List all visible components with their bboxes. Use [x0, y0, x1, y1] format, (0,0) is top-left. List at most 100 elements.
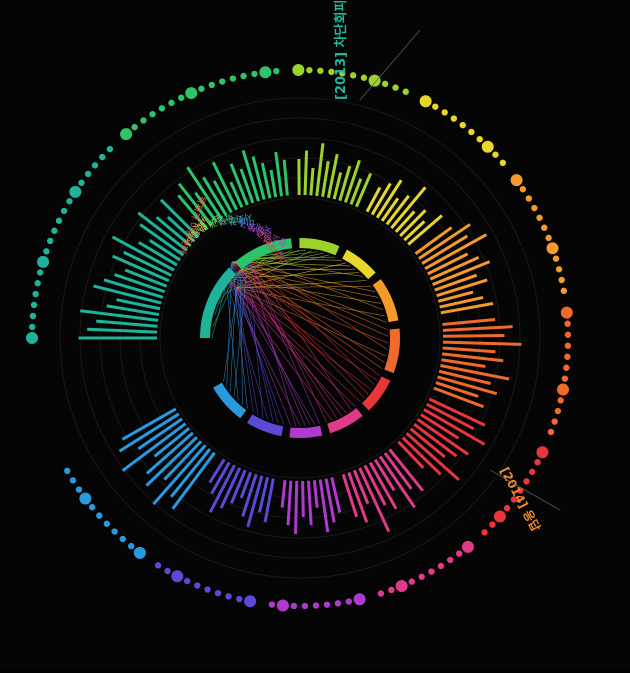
dot-teal-12	[61, 208, 67, 214]
dot-green-5	[168, 100, 174, 106]
annotation-leader-0	[360, 30, 420, 100]
bar-purple-7	[288, 481, 291, 525]
dot-blue-1	[128, 543, 134, 549]
dot-deep-orange-7	[557, 384, 569, 396]
dot-yellow-green-2	[317, 68, 323, 74]
link-21	[248, 258, 341, 260]
dot-teal-18	[99, 154, 105, 160]
ring-arc-deep-orange	[389, 329, 395, 371]
dot-red-1	[534, 459, 540, 465]
dot-blue-10	[64, 468, 70, 474]
dot-magenta-3	[438, 563, 444, 569]
dot-purple-5	[302, 603, 308, 609]
dot-green-9	[209, 82, 215, 88]
dot-teal-13	[66, 198, 72, 204]
dot-yellow-7	[482, 141, 494, 153]
dot-green-4	[159, 105, 165, 111]
bar-blue-0	[173, 453, 215, 509]
dot-red-3	[523, 478, 529, 484]
dot-orange-0	[511, 174, 523, 186]
dot-yellow-3	[451, 115, 457, 121]
dot-indigo-1	[236, 596, 242, 602]
annotation-1: [2014] 응답	[497, 464, 543, 533]
bar-blue-10	[122, 409, 175, 439]
dot-deep-orange-6	[562, 375, 568, 381]
dot-deep-orange-2	[565, 332, 571, 338]
dot-teal-11	[56, 218, 62, 224]
dot-magenta-5	[418, 574, 424, 580]
dot-yellow-1	[432, 103, 438, 109]
dot-magenta-8	[388, 587, 394, 593]
dot-purple-2	[335, 600, 341, 606]
dot-yellow-green-8	[382, 81, 388, 87]
dot-teal-1	[29, 324, 35, 330]
dot-deep-orange-4	[564, 354, 570, 360]
dot-blue-8	[76, 486, 82, 492]
bar-indigo-9	[210, 459, 225, 482]
dot-red-2	[529, 469, 535, 475]
dot-blue-5	[96, 512, 102, 518]
dot-red-7	[494, 510, 506, 522]
dot-purple-7	[277, 599, 289, 611]
dot-magenta-0	[462, 541, 474, 553]
dot-deep-orange-3	[565, 343, 571, 349]
dot-blue-9	[70, 477, 76, 483]
bar-yellow-green-1	[305, 151, 307, 195]
dot-green-7	[185, 87, 197, 99]
dot-deep-orange-11	[548, 429, 554, 435]
dot-blue-4	[104, 521, 110, 527]
bar-yellow-green-8	[345, 160, 359, 202]
bar-teal-2	[96, 321, 157, 326]
ring-arc-red	[365, 379, 386, 407]
dot-orange-11	[561, 288, 567, 294]
bar-magenta-2	[380, 456, 414, 507]
dot-blue-7	[79, 493, 91, 505]
dot-yellow-9	[500, 160, 506, 166]
dot-red-8	[489, 521, 495, 527]
dot-green-6	[178, 95, 184, 101]
dot-yellow-green-0	[292, 64, 304, 76]
dot-deep-orange-8	[557, 397, 563, 403]
dot-blue-6	[89, 504, 95, 510]
dot-teal-7	[37, 256, 49, 268]
dot-orange-4	[536, 215, 542, 221]
dot-blue-3	[111, 528, 117, 534]
dot-red-0	[536, 446, 548, 458]
bar-deep-orange-2	[443, 335, 504, 336]
dot-magenta-1	[456, 550, 462, 556]
chord-links	[212, 250, 388, 426]
bar-yellow-green-3	[317, 143, 323, 196]
bar-indigo-2	[248, 476, 262, 527]
bar-yellow-green-2	[311, 168, 313, 195]
dot-orange-1	[520, 186, 526, 192]
dot-teal-5	[34, 280, 40, 286]
dot-indigo-5	[194, 582, 200, 588]
link-24	[240, 269, 355, 270]
bar-magenta-0	[390, 449, 423, 490]
dot-teal-19	[107, 146, 113, 152]
dot-deep-orange-5	[563, 365, 569, 371]
dot-red-9	[481, 529, 487, 535]
dot-yellow-6	[477, 136, 483, 142]
bar-magenta-9	[343, 474, 356, 516]
dot-indigo-9	[155, 562, 161, 568]
dot-deep-orange-10	[551, 418, 557, 424]
dot-yellow-green-9	[392, 84, 398, 90]
dot-purple-1	[346, 598, 352, 604]
dot-deep-orange-0	[561, 307, 573, 319]
dot-yellow-green-7	[369, 75, 381, 87]
dot-orange-5	[541, 225, 547, 231]
dot-green-15	[273, 68, 279, 74]
dot-orange-8	[553, 255, 559, 261]
dot-yellow-2	[441, 109, 447, 115]
bar-deep-orange-1	[443, 327, 513, 331]
dot-teal-6	[37, 269, 43, 275]
dot-teal-0	[26, 332, 38, 344]
dot-green-1	[131, 124, 137, 130]
dot-magenta-7	[396, 580, 408, 592]
dot-orange-10	[558, 277, 564, 283]
link-20	[248, 257, 335, 258]
annotation-0: [2013] 차단회피	[333, 0, 349, 100]
dot-yellow-4	[460, 122, 466, 128]
